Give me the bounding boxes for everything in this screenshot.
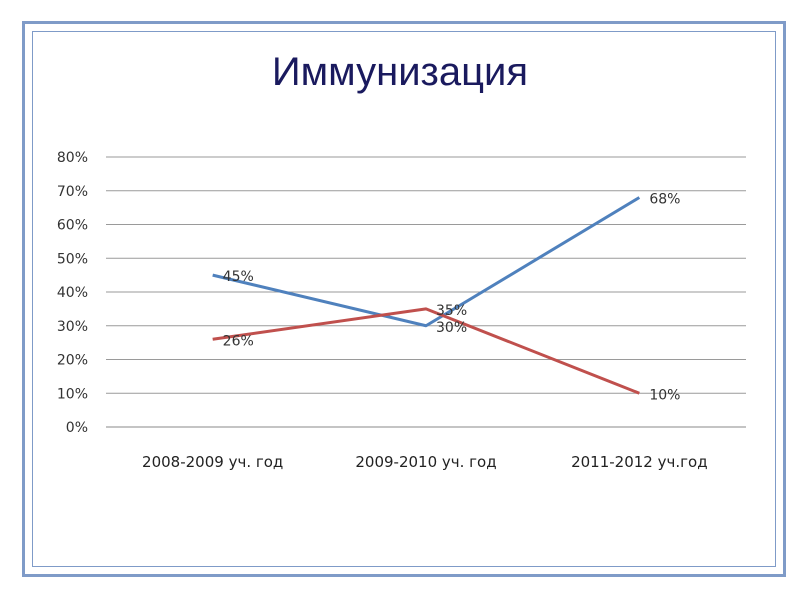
y-tick-label: 30% — [57, 319, 88, 335]
series-line-2 — [212, 307, 640, 395]
data-label: 45% — [223, 269, 254, 285]
x-category-label: 2008-2009 уч. год — [142, 453, 283, 471]
y-tick-label: 0% — [66, 420, 88, 436]
y-tick-label: 20% — [57, 353, 88, 369]
y-tick-label: 60% — [57, 218, 88, 234]
data-label: 35% — [436, 303, 467, 319]
y-tick-label: 70% — [57, 184, 88, 200]
y-tick-label: 50% — [57, 251, 88, 267]
y-tick-label: 10% — [57, 386, 88, 402]
series-line-1 — [212, 196, 641, 328]
slide-frame-inner — [32, 31, 776, 567]
y-tick-label: 40% — [57, 285, 88, 301]
data-label: 68% — [649, 192, 680, 208]
x-category-label: 2009-2010 уч. год — [355, 453, 496, 471]
data-label: 26% — [223, 333, 254, 349]
chart-title: Иммунизация — [271, 50, 529, 94]
x-category-label: 2011-2012 уч.год — [571, 453, 707, 471]
y-tick-label: 80% — [57, 150, 88, 166]
data-label: 30% — [436, 320, 467, 336]
slide-frame-outer — [22, 21, 786, 577]
data-label: 10% — [649, 387, 680, 403]
